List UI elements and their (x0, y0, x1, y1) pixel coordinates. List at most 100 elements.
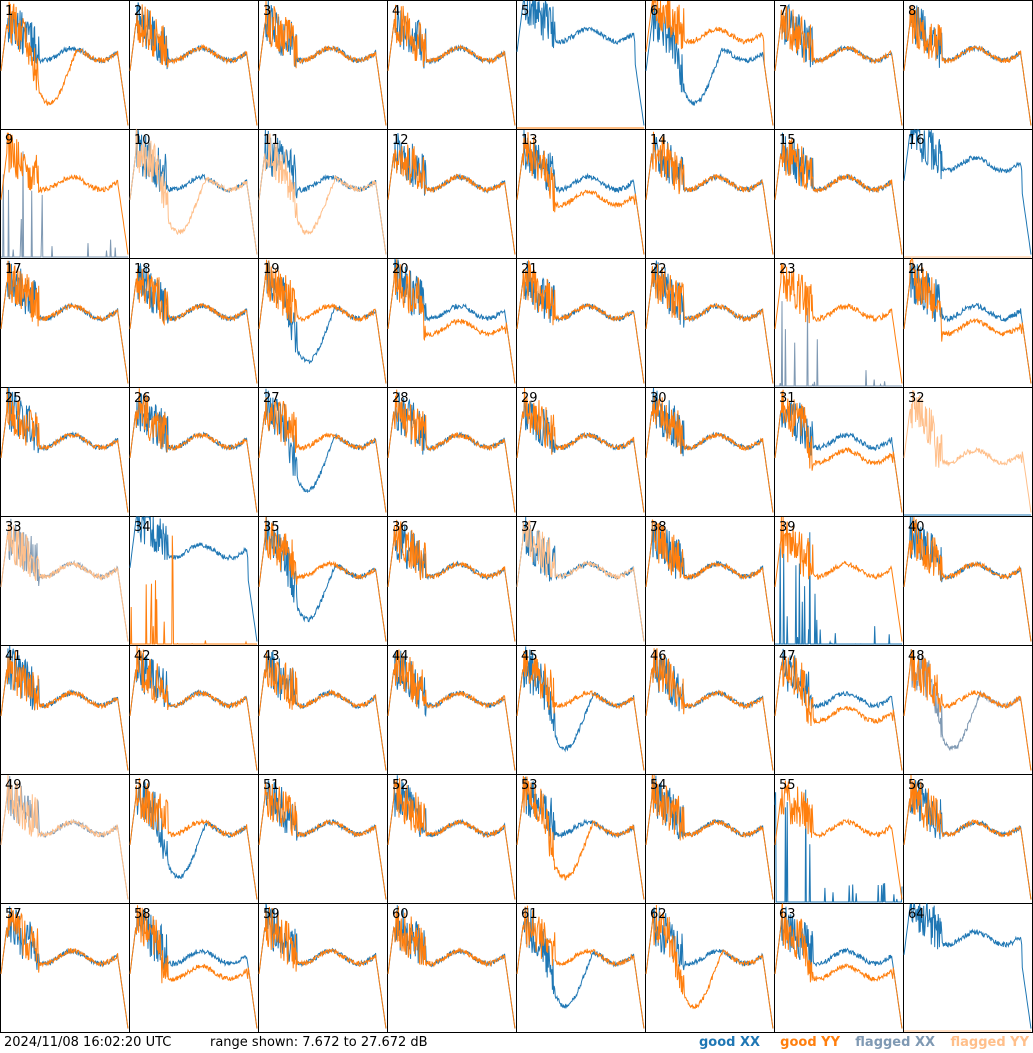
panel-frame (258, 903, 388, 1033)
series-yy-line (774, 5, 903, 126)
series-yy-line (258, 650, 387, 771)
panel-19: 19 (258, 258, 388, 388)
panel-label: 6 (650, 4, 658, 19)
range-label: range shown: 7.672 to 27.672 dB (210, 1035, 428, 1050)
panel-7: 7 (774, 0, 904, 130)
panel-label: 31 (779, 391, 796, 406)
series-yy-line (258, 906, 387, 1029)
panel-label: 24 (908, 262, 925, 277)
panel-12: 12 (387, 129, 517, 259)
panel-14: 14 (645, 129, 775, 259)
legend-flagged-xx: flagged XX (855, 1035, 935, 1050)
panel-13: 13 (516, 129, 646, 259)
panel-label: 55 (779, 778, 796, 793)
series-yy-line (387, 4, 516, 126)
series-yy-line (774, 780, 903, 900)
panel-26: 26 (129, 387, 259, 517)
series-yy-line (516, 259, 645, 384)
panel-32: 32 (903, 387, 1033, 517)
series-yy-line (387, 389, 516, 513)
panel-25: 25 (0, 386, 130, 517)
panel-45: 45 (516, 645, 646, 775)
panel-label: 5 (521, 4, 529, 19)
series-yy-line (774, 903, 903, 1029)
panel-33: 33 (0, 516, 130, 646)
panel-34: 34 (129, 516, 259, 646)
panel-label: 14 (650, 133, 667, 148)
series-yy-line (129, 645, 258, 771)
panel-frame (387, 516, 517, 646)
series-xx-line (1, 151, 128, 258)
series-yy-line (258, 516, 387, 642)
series-yy-line (645, 395, 774, 513)
panel-38: 38 (645, 516, 775, 646)
series-yy-line (645, 131, 774, 255)
panel-frame (129, 774, 259, 904)
panel-label: 28 (392, 391, 409, 406)
panel-frame (903, 387, 1033, 517)
panel-39: 39 (774, 516, 904, 646)
series-yy-line (903, 774, 1032, 900)
panel-35: 35 (258, 516, 388, 646)
panel-label: 53 (521, 778, 538, 793)
series-xx-line (258, 516, 387, 642)
panel-43: 43 (258, 645, 388, 775)
panel-3: 3 (258, 0, 388, 130)
series-yy-line (516, 650, 645, 771)
panel-63: 63 (774, 903, 904, 1033)
panel-label: 10 (134, 133, 151, 148)
panel-label: 58 (134, 907, 151, 922)
series-xx-line (774, 648, 903, 771)
panel-label: 50 (134, 778, 151, 793)
panel-label: 57 (5, 907, 22, 922)
legend-good-yy: good YY (780, 1035, 840, 1050)
series-yy-line (387, 519, 516, 642)
panel-27: 27 (258, 387, 388, 517)
timestamp-label: 2024/11/08 16:02:20 UTC (4, 1035, 172, 1050)
series-yy-line (516, 132, 645, 255)
panel-29: 29 (516, 387, 646, 517)
legend-flagged-yy: flagged YY (950, 1035, 1030, 1050)
panel-label: 22 (650, 262, 667, 277)
panel-47: 47 (774, 645, 904, 775)
panel-frame (516, 903, 646, 1033)
panel-1: 1 (0, 0, 130, 130)
panel-label: 42 (134, 649, 151, 664)
series-yy-line (387, 144, 516, 255)
panel-frame (387, 0, 517, 130)
panel-64: 64 (903, 903, 1033, 1033)
panel-label: 7 (779, 4, 787, 19)
panel-frame (774, 258, 904, 388)
panel-36: 36 (387, 516, 517, 646)
series-yy-line (774, 656, 903, 771)
series-yy-line (129, 128, 258, 255)
panel-17: 17 (0, 258, 130, 388)
panel-24: 24 (903, 258, 1033, 388)
series-xx-line (774, 789, 903, 903)
panel-label: 52 (392, 778, 409, 793)
series-yy-line (516, 775, 645, 900)
series-yy-line (0, 132, 129, 255)
panel-label: 20 (392, 262, 409, 277)
panel-37: 37 (516, 516, 646, 646)
panel-label: 62 (650, 907, 667, 922)
series-yy-line (516, 905, 645, 1029)
panel-frame (258, 774, 388, 904)
panel-8: 8 (903, 0, 1033, 130)
series-xx-line (775, 301, 902, 387)
series-xx-line (774, 906, 903, 1029)
panel-frame (387, 387, 517, 517)
series-yy-line (129, 905, 258, 1029)
panel-label: 12 (392, 133, 409, 148)
panel-label: 36 (392, 520, 409, 535)
panel-52: 52 (387, 774, 517, 904)
series-yy-line (0, 651, 129, 771)
series-yy-line (129, 388, 258, 513)
panel-frame (0, 129, 130, 259)
panel-label: 32 (908, 391, 925, 406)
panel-label: 26 (134, 391, 151, 406)
series-yy-line (645, 519, 774, 642)
panel-frame (516, 387, 646, 517)
series-xx-line (645, 0, 774, 126)
series-yy-line (903, 649, 1032, 771)
